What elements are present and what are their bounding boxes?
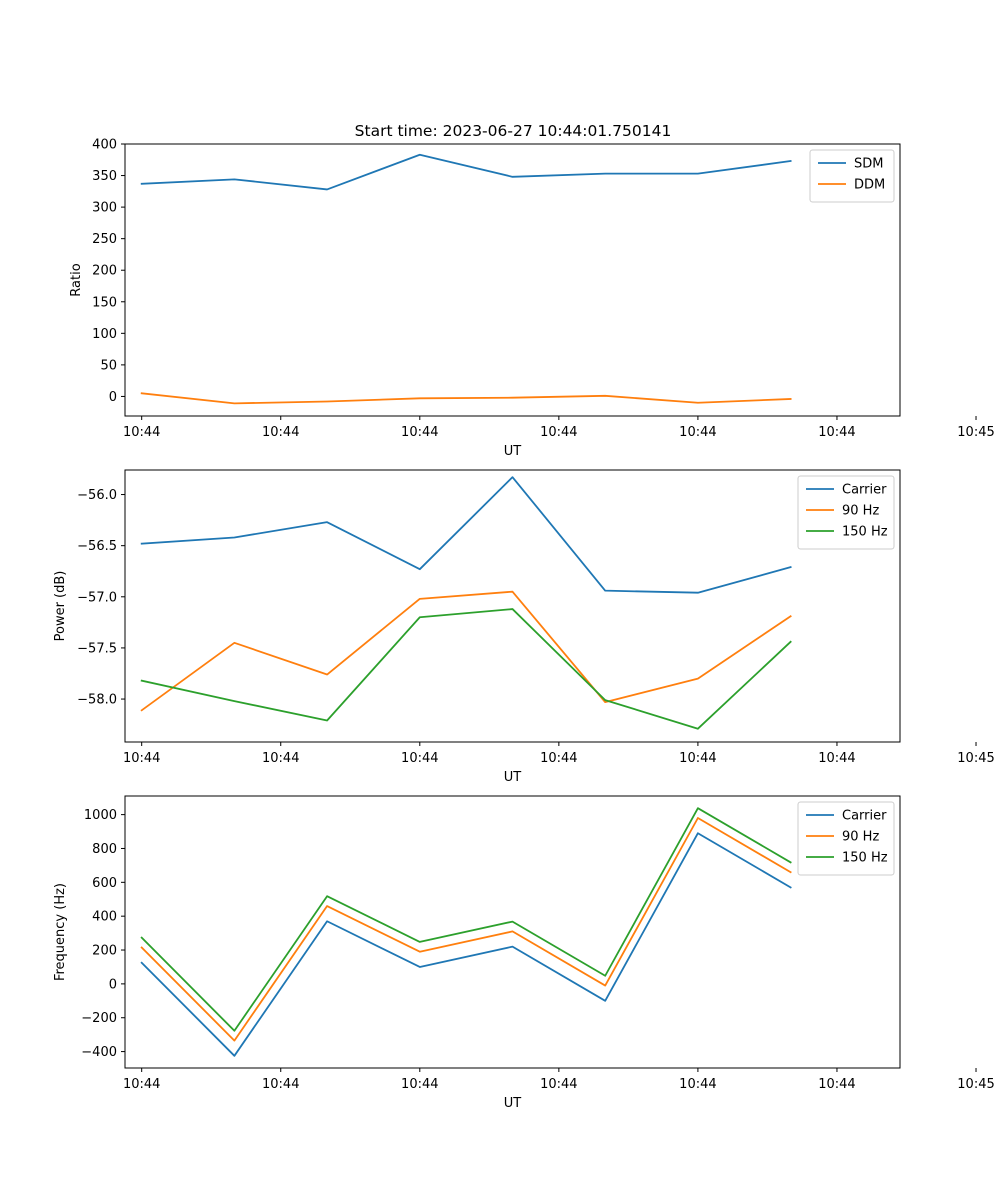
chart-2-x-tick-label: 10:44 [540,751,577,766]
chart-panel-3: 10:44 10:44 10:44 10:44 10:44 10:44 10:45 −400 −… [53,795,995,1111]
chart-3-y-tick-label: 1000 [84,808,117,823]
chart-1-series-sdm-line [140,153,792,191]
chart-1-x-tick-label: 10:44 [401,425,438,440]
chart-3-series-90-hz-line [140,817,792,1042]
chart-3-x-tick-label: 10:44 [540,1077,577,1092]
chart-3-y-tick-label: 200 [92,944,117,959]
chart-3-x-tick-label: 10:44 [679,1077,716,1092]
chart-2-series-90-hz-line [140,590,792,712]
chart-1-x-axis-label: UT [504,444,522,459]
chart-1-x-tick-label: 10:44 [262,425,299,440]
chart-3-y-tick-label: 600 [92,876,117,891]
chart-1-y-tick-label: 50 [100,358,117,373]
chart-2-legend: Carrier 90 Hz 150 Hz [797,475,895,550]
chart-panel-2: 10:44 10:44 10:44 10:44 10:44 10:44 10:45 −58.0… [53,469,995,785]
chart-1-y-tick-label: 0 [109,390,117,405]
chart-2-y-tick-label: −56.5 [77,539,117,554]
chart-2-y-tick-label: −57.5 [77,641,117,656]
chart-1-y-tick-label: 150 [92,295,117,310]
chart-2-legend-label: 90 Hz [842,504,879,519]
chart-3-axes-frame [124,795,901,1069]
chart-2-y-tick-label: −56.0 [77,488,117,503]
figure-title: Start time: 2023-06-27 10:44:01.750141 [355,122,672,140]
chart-2-x-tick-label: 10:44 [401,751,438,766]
chart-1-series-ddm-line [140,392,792,405]
chart-1-x-tick-label: 10:44 [679,425,716,440]
chart-1-legend-label: SDM [854,157,883,172]
chart-1-legend-label: DDM [854,178,885,193]
chart-3-series-150-hz-line [140,807,792,1032]
chart-1-y-tick-label: 250 [92,232,117,247]
chart-3-x-tick-label: 10:44 [401,1077,438,1092]
chart-3-legend: Carrier 90 Hz 150 Hz [797,801,895,876]
chart-1-y-tick-label: 350 [92,169,117,184]
chart-3-legend-label: 90 Hz [842,830,879,845]
chart-1-y-tick-label: 200 [92,264,117,279]
chart-3-x-tick-label: 10:44 [818,1077,855,1092]
chart-3-series-carrier-line [140,832,792,1057]
chart-panel-1: 10:44 10:44 10:44 10:44 10:44 10:44 10:45 0 50 10… [69,138,995,460]
chart-2-x-tick-label: 10:44 [123,751,160,766]
chart-2-axes-frame [124,469,901,743]
chart-1-y-tick-label: 300 [92,201,117,216]
chart-3-x-axis-label: UT [504,1096,522,1111]
chart-2-x-tick-label: 10:44 [679,751,716,766]
chart-3-x-tick-label: 10:44 [123,1077,160,1092]
chart-1-y-tick-label: 400 [92,138,117,153]
chart-1-x-tick-label: 10:44 [540,425,577,440]
chart-1-x-tick-label: 10:45 [957,425,994,440]
chart-2-y-tick-label: −58.0 [77,693,117,708]
chart-1-axes-frame [124,143,901,417]
chart-3-y-tick-label: 400 [92,910,117,925]
chart-3-y-axis-label: Frequency (Hz) [53,883,68,981]
chart-3-legend-label: Carrier [842,809,887,824]
chart-3-y-tick-label: −400 [81,1045,117,1060]
chart-2-y-tick-label: −57.0 [77,590,117,605]
chart-1-x-tick-label: 10:44 [818,425,855,440]
chart-1-y-axis-label: Ratio [69,263,84,296]
chart-2-x-tick-label: 10:44 [262,751,299,766]
chart-2-x-tick-label: 10:45 [957,751,994,766]
chart-3-x-tick-label: 10:45 [957,1077,994,1092]
chart-2-x-tick-label: 10:44 [818,751,855,766]
chart-1-legend: SDM DDM [809,149,895,203]
chart-3-x-tick-label: 10:44 [262,1077,299,1092]
chart-2-series-carrier-line [140,476,792,594]
chart-1-y-tick-label: 100 [92,327,117,342]
chart-2-series-150-hz-line [140,608,792,730]
chart-2-legend-label: Carrier [842,483,887,498]
chart-2-y-axis-label: Power (dB) [53,571,68,642]
chart-3-legend-label: 150 Hz [842,851,888,866]
chart-2-x-axis-label: UT [504,770,522,785]
chart-2-legend-label: 150 Hz [842,525,888,540]
charts-container: 10:44 10:44 10:44 10:44 10:44 10:44 10:45 0 50 10… [53,138,995,1112]
chart-1-x-tick-label: 10:44 [123,425,160,440]
chart-3-y-tick-label: −200 [81,1011,117,1026]
chart-3-y-tick-label: 800 [92,842,117,857]
chart-3-y-tick-label: 0 [109,977,117,992]
